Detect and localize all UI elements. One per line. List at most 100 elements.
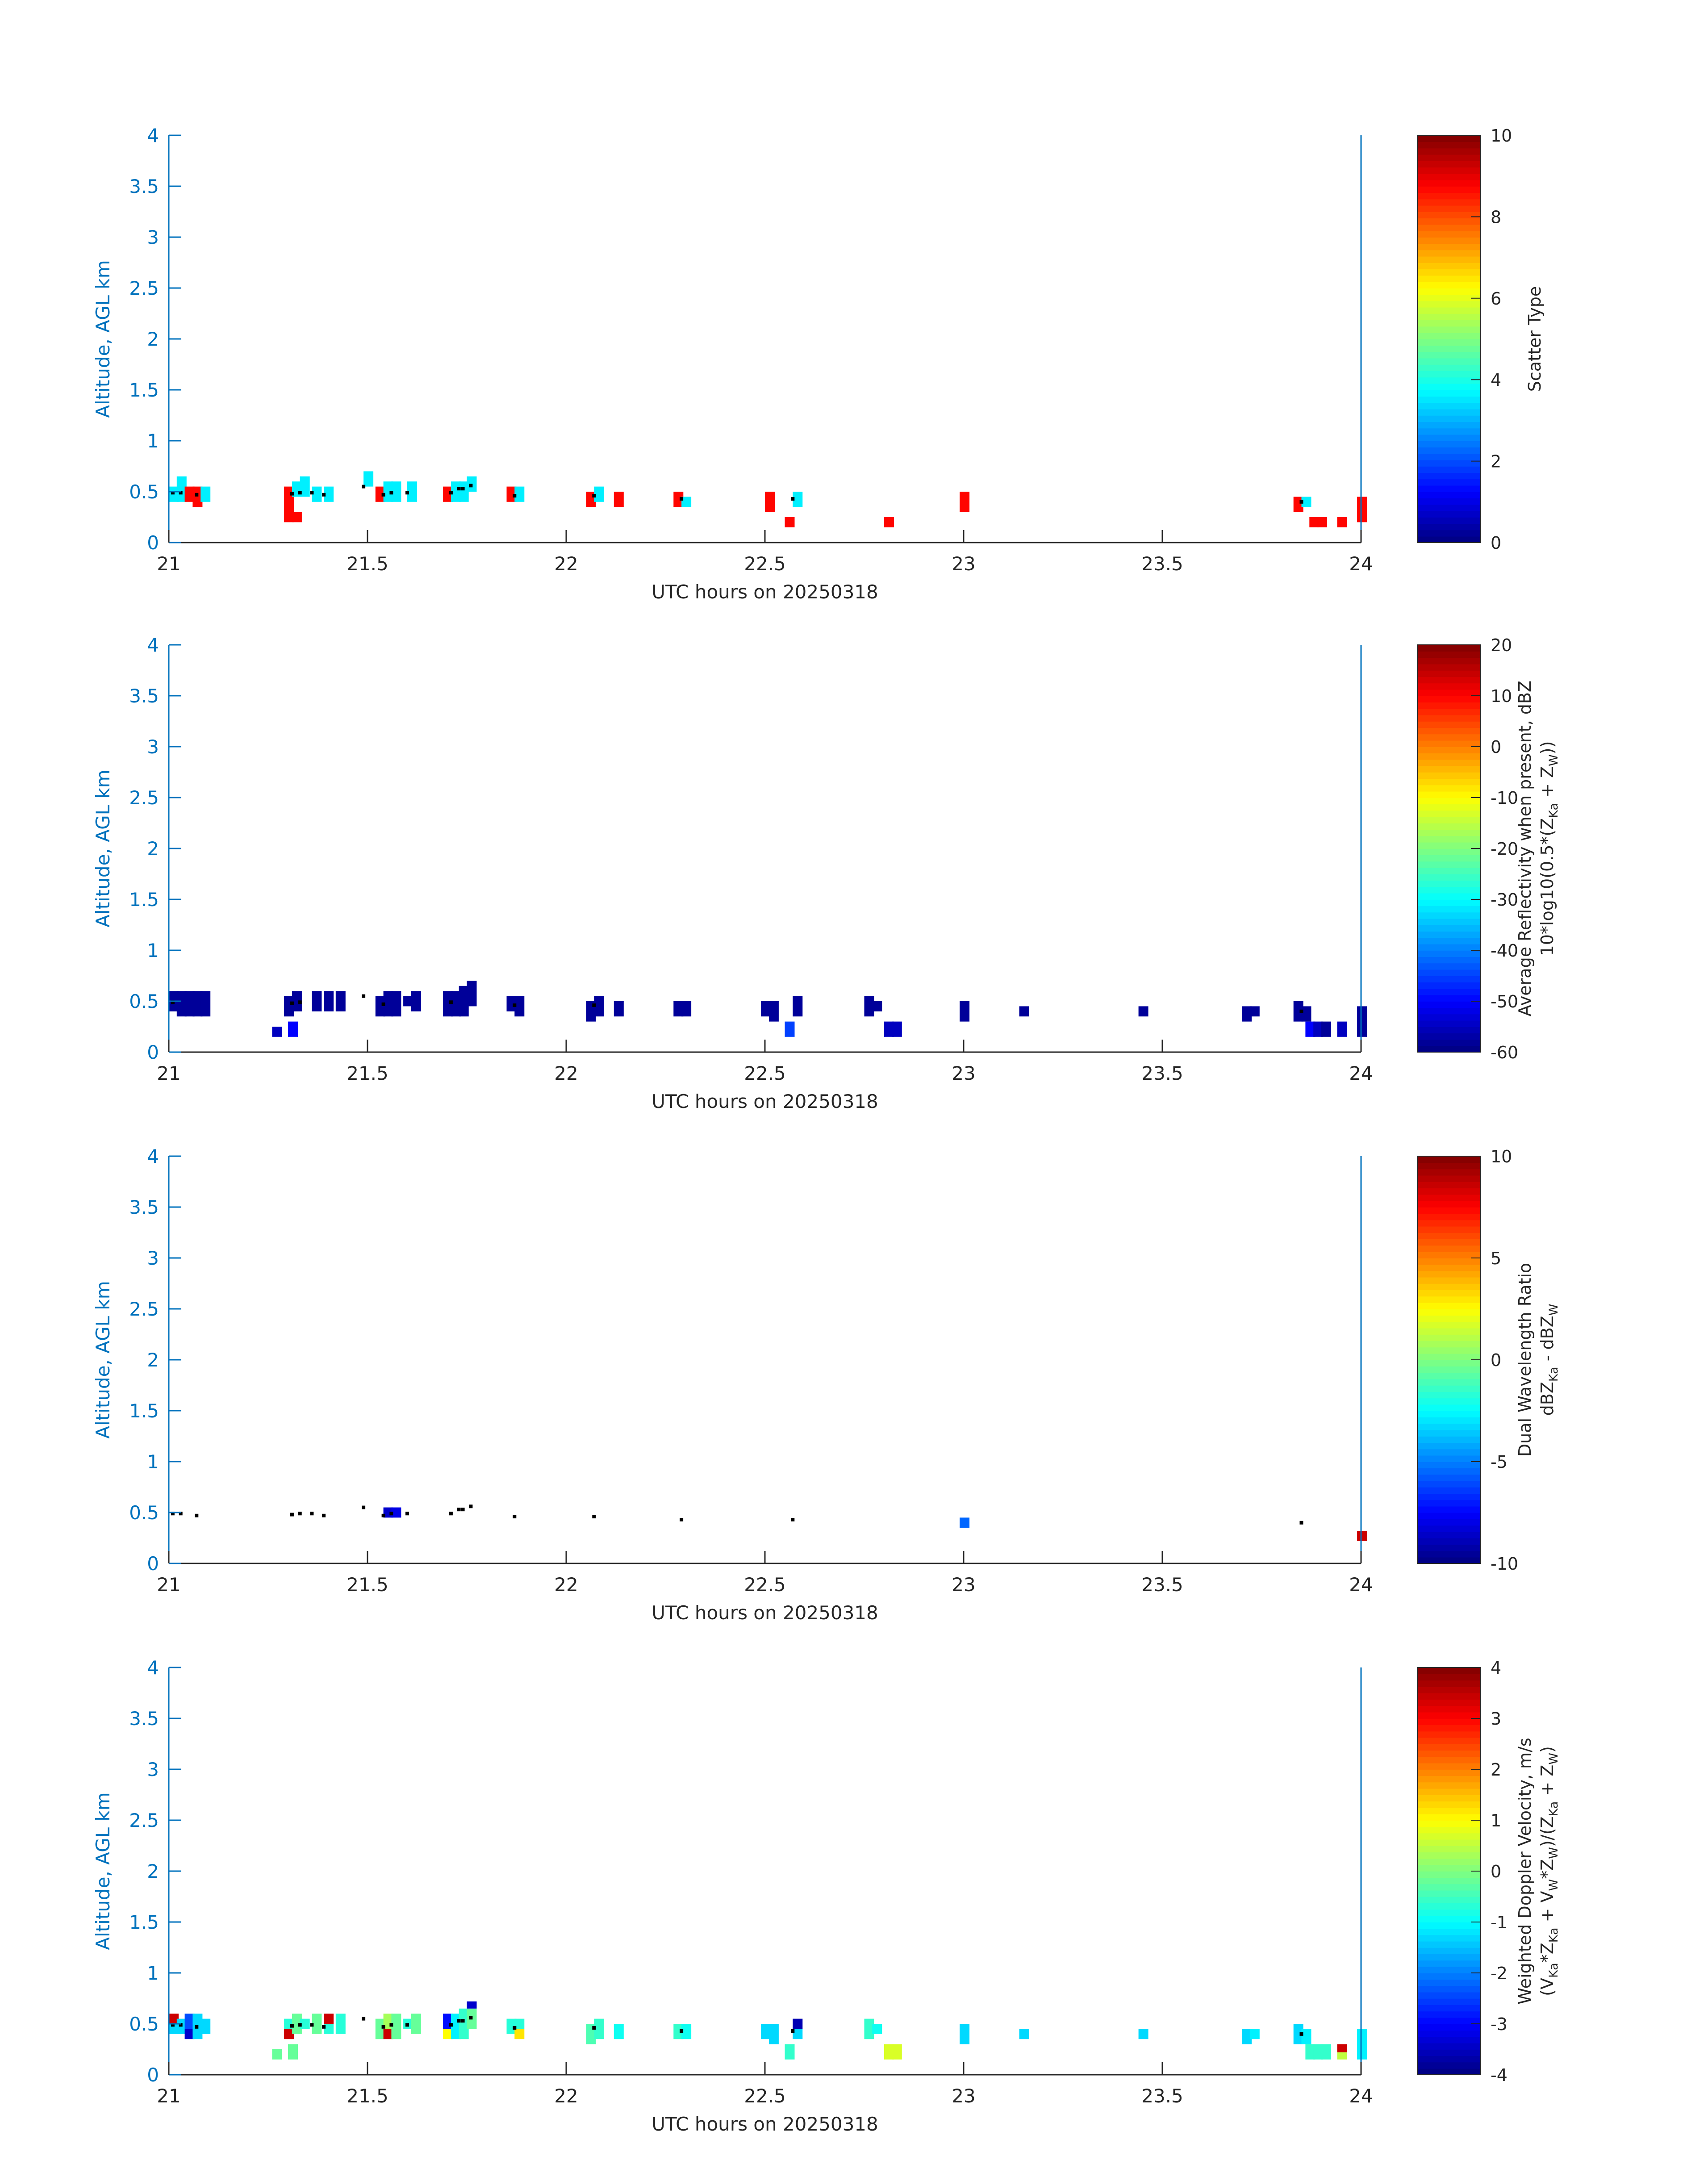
data-cell	[673, 1001, 684, 1017]
data-cell	[383, 481, 393, 502]
colorbar-step	[1417, 180, 1481, 187]
y-tick-label: 4	[147, 1145, 159, 1167]
colorbar-step	[1417, 1169, 1481, 1176]
colorbar-step	[1417, 753, 1481, 760]
marker-point	[195, 2025, 199, 2029]
colorbar-tick-label: -5	[1491, 1452, 1508, 1472]
colorbar-step	[1417, 2043, 1481, 2050]
x-axis-label: UTC hours on 20250318	[651, 1602, 878, 1624]
colorbar-step	[1417, 912, 1481, 919]
y-tick-label: 0	[147, 1553, 159, 1575]
colorbar-step	[1417, 1813, 1481, 1821]
colorbar-step	[1417, 536, 1481, 543]
colorbar-step	[1417, 1966, 1481, 1973]
colorbar-step	[1417, 1045, 1481, 1053]
data-cell	[681, 1001, 692, 1017]
data-cell	[1357, 1531, 1367, 1541]
colorbar-tick-label: 0	[1491, 533, 1501, 553]
data-cell	[292, 991, 302, 1011]
x-tick-label: 24	[1349, 1574, 1373, 1596]
colorbar-step	[1417, 479, 1481, 486]
colorbar-step	[1417, 861, 1481, 868]
colorbar-step	[1417, 1372, 1481, 1379]
colorbar-step	[1417, 1156, 1481, 1163]
colorbar-step	[1417, 1277, 1481, 1284]
colorbar-step	[1417, 1973, 1481, 1980]
colorbar-step	[1417, 364, 1481, 372]
data-cell	[960, 1517, 970, 1528]
colorbar: 0 2 4 6 8 10 Scatter Type	[1417, 126, 1545, 553]
data-cell	[1321, 2044, 1331, 2060]
data-cell	[467, 2001, 477, 2009]
colorbar-step	[1417, 1233, 1481, 1240]
colorbar-tick-label: -10	[1491, 788, 1518, 808]
colorbar-step	[1417, 1188, 1481, 1195]
y-tick-label: 3	[147, 1759, 159, 1780]
colorbar-step	[1417, 1890, 1481, 1897]
data-cell	[514, 2029, 525, 2039]
colorbar-tick-label: 0	[1491, 737, 1501, 757]
data-cell	[673, 2024, 684, 2039]
colorbar-step	[1417, 1353, 1481, 1360]
colorbar-step	[1417, 1839, 1481, 1846]
data-cell	[375, 2018, 385, 2039]
colorbar-label: Average Reflectivity when present, dBZ	[1515, 681, 1535, 1016]
colorbar-tick-label: -30	[1491, 890, 1518, 910]
data-cell	[761, 1001, 771, 1017]
data-cell	[506, 486, 517, 502]
marker-point	[513, 1003, 517, 1007]
x-tick-label: 21.5	[347, 553, 388, 575]
colorbar-step	[1417, 848, 1481, 856]
colorbar-step	[1417, 434, 1481, 441]
data-cell	[375, 486, 385, 502]
data-cell	[872, 2024, 882, 2034]
marker-point	[310, 491, 314, 495]
data-cell	[793, 2018, 803, 2029]
colorbar-step	[1417, 383, 1481, 390]
colorbar-frame	[1417, 135, 1481, 543]
y-tick-label: 1	[147, 1962, 159, 1984]
colorbar-step	[1417, 1175, 1481, 1182]
data-cell	[451, 991, 461, 1017]
colorbar-step	[1417, 243, 1481, 251]
colorbar-tick-label: -20	[1491, 839, 1518, 859]
colorbar-step	[1417, 867, 1481, 874]
marker-point	[513, 494, 517, 498]
data-cell	[594, 486, 604, 502]
colorbar-step	[1417, 740, 1481, 747]
colorbar-step	[1417, 1455, 1481, 1462]
colorbar-step	[1417, 402, 1481, 409]
data-cell	[884, 517, 894, 527]
colorbar-step	[1417, 1731, 1481, 1738]
data-cell	[272, 2049, 282, 2060]
colorbar-step	[1417, 510, 1481, 518]
marker-point	[469, 1504, 473, 1508]
data-cell	[200, 486, 211, 502]
data-cell	[363, 471, 374, 487]
x-tick-label: 24	[1349, 1062, 1373, 1084]
colorbar-step	[1417, 288, 1481, 295]
colorbar-step	[1417, 969, 1481, 976]
colorbar-step	[1417, 1480, 1481, 1488]
x-tick-label: 21	[157, 553, 180, 575]
colorbar-step	[1417, 148, 1481, 155]
data-cell	[884, 1021, 894, 1037]
data-cell	[1242, 2029, 1252, 2044]
y-axis-label: Altitude, AGL km	[92, 769, 114, 927]
data-cell	[506, 996, 517, 1011]
colorbar-step	[1417, 205, 1481, 212]
x-tick-label: 22	[554, 553, 578, 575]
colorbar-step	[1417, 1846, 1481, 1853]
data-cell	[335, 2014, 346, 2034]
colorbar-step	[1417, 893, 1481, 900]
marker-point	[513, 1515, 517, 1519]
colorbar-step	[1417, 2024, 1481, 2031]
colorbar-step	[1417, 390, 1481, 397]
y-tick-label: 2	[147, 1349, 159, 1371]
colorbar-step	[1417, 778, 1481, 786]
data-cell	[892, 2044, 902, 2060]
x-tick-label: 22.5	[744, 1574, 786, 1596]
colorbar-step	[1417, 842, 1481, 849]
marker-point	[461, 2019, 465, 2023]
colorbar-step	[1417, 1525, 1481, 1532]
